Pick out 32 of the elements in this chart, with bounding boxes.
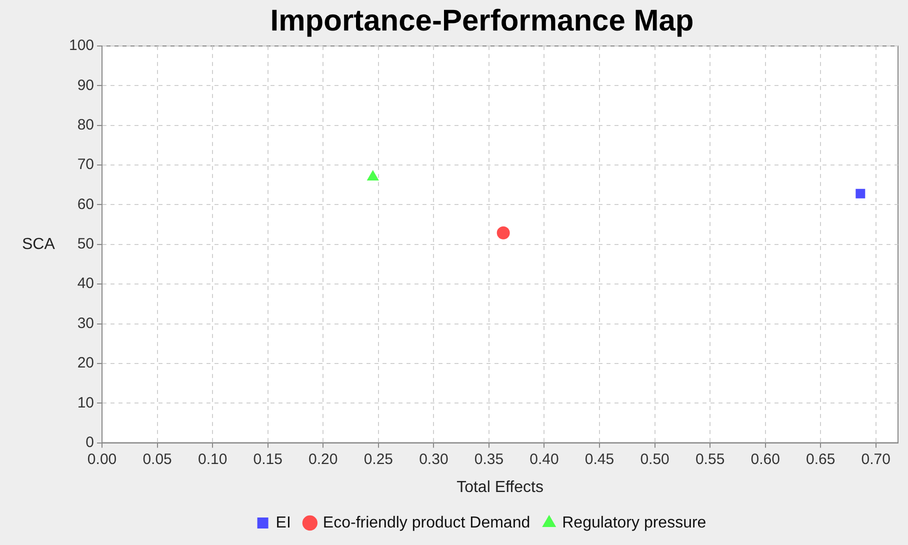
x-tick-label: 0.30: [419, 450, 448, 468]
y-axis-title: SCA: [22, 236, 55, 254]
legend-label: EI: [276, 514, 291, 532]
y-tick-label: 30: [77, 314, 94, 332]
y-tick-label: 10: [77, 394, 94, 412]
legend-label: Regulatory pressure: [562, 514, 706, 532]
chart-title: Importance-Performance Map: [270, 4, 694, 38]
x-tick-label: 0.45: [584, 450, 614, 468]
x-tick-label: 0.20: [308, 450, 338, 468]
legend-label: Eco-friendly product Demand: [322, 514, 530, 532]
x-axis-title: Total Effects: [456, 478, 544, 496]
x-tick-label: 0.25: [364, 450, 394, 468]
y-tick-label: 50: [77, 236, 94, 253]
y-tick-label: 100: [68, 37, 94, 54]
y-tick-label: 80: [77, 116, 94, 134]
x-tick-label: 0.40: [530, 450, 559, 468]
x-tick-label: 0.65: [806, 450, 836, 468]
y-tick-label: 40: [77, 275, 94, 292]
x-tick-label: 0.05: [142, 450, 172, 468]
x-tick-label: 0.00: [87, 450, 117, 468]
y-tick-label: 70: [77, 156, 94, 174]
x-tick-label: 0.50: [640, 450, 670, 468]
y-tick-label: 60: [77, 196, 94, 213]
x-tick-label: 0.60: [750, 450, 780, 468]
x-tick-label: 0.70: [861, 450, 890, 468]
x-tick-label: 0.15: [253, 450, 282, 468]
x-tick-label: 0.55: [695, 450, 725, 468]
y-tick-label: 20: [77, 354, 94, 372]
y-tick-label: 90: [77, 76, 94, 94]
x-tick-label: 0.10: [198, 450, 228, 468]
y-tick-label: 0: [86, 434, 94, 451]
x-tick-label: 0.35: [474, 450, 504, 468]
